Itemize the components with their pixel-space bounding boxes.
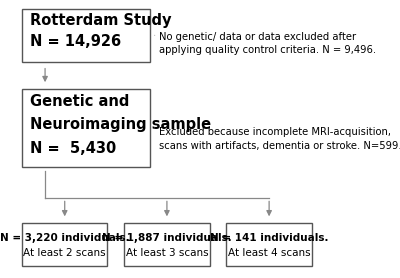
Text: N = 141 individuals.: N = 141 individuals. [210,233,328,243]
FancyBboxPatch shape [226,223,312,266]
FancyBboxPatch shape [124,223,210,266]
Text: At least 2 scans: At least 2 scans [24,248,106,258]
Text: Excluded because incomplete MRI-acquisition,
scans with artifacts, dementia or s: Excluded because incomplete MRI-acquisit… [159,127,400,151]
Text: N = 3,220 individuals.: N = 3,220 individuals. [0,233,130,243]
Text: No genetic/ data or data excluded after
applying quality control criteria. N = 9: No genetic/ data or data excluded after … [159,32,376,55]
FancyBboxPatch shape [22,223,108,266]
Text: At least 4 scans: At least 4 scans [228,248,310,258]
Text: N =  5,430: N = 5,430 [30,141,116,156]
FancyBboxPatch shape [22,9,150,61]
Text: Genetic and: Genetic and [30,94,129,109]
Text: At least 3 scans: At least 3 scans [126,248,208,258]
Text: N = 1,887 individuals.: N = 1,887 individuals. [102,233,232,243]
FancyBboxPatch shape [22,89,150,167]
Text: Neuroimaging sample: Neuroimaging sample [30,117,211,132]
Text: Rotterdam Study: Rotterdam Study [30,13,171,28]
Text: N = 14,926: N = 14,926 [30,34,121,49]
